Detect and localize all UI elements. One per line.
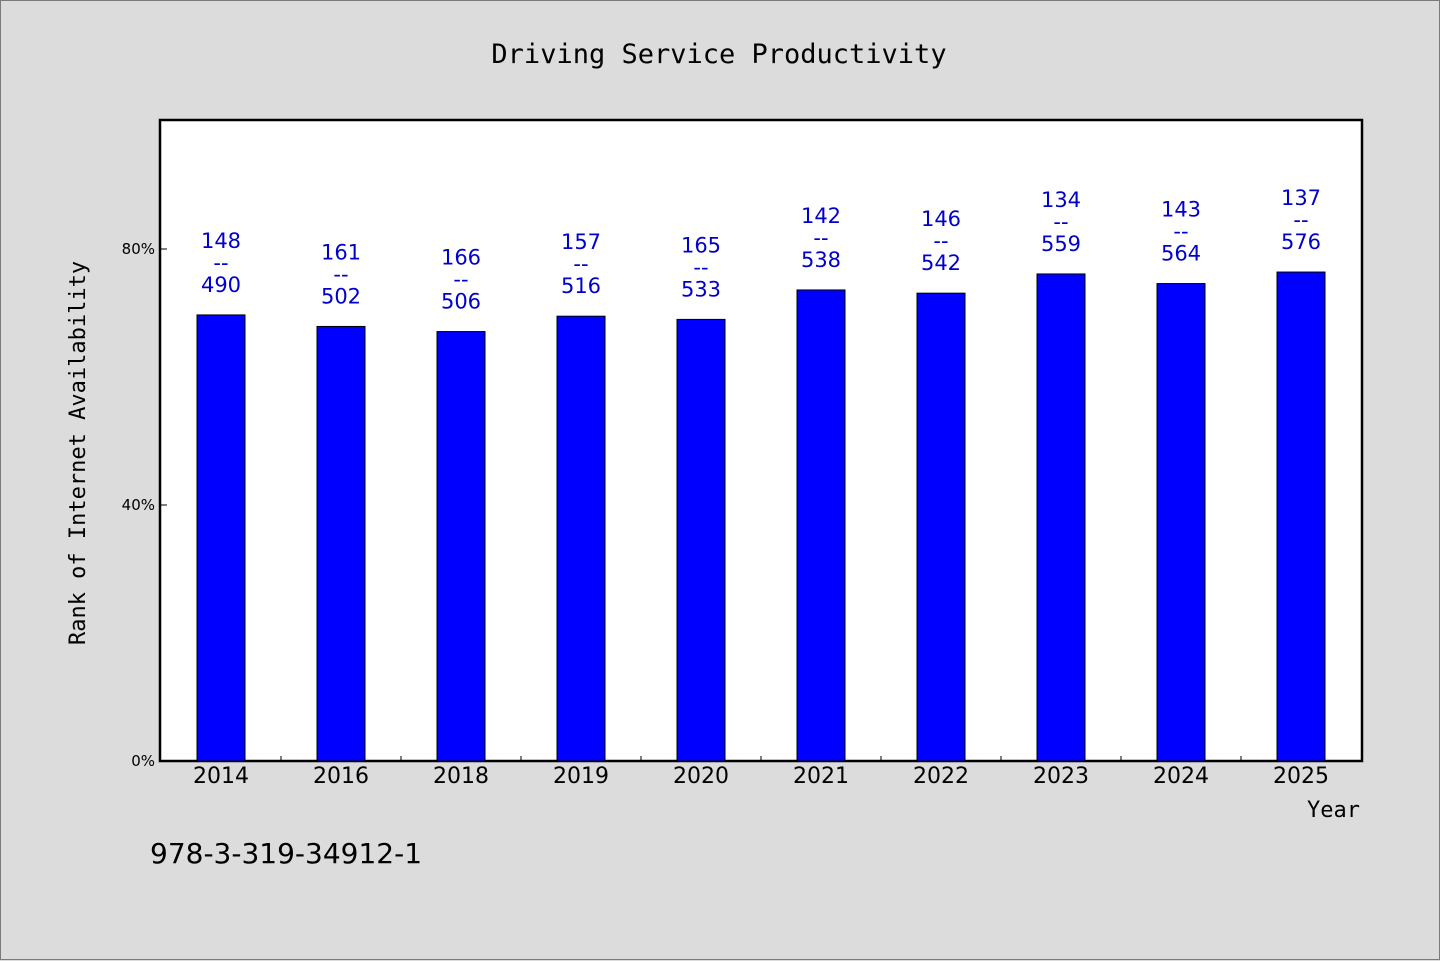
bar-2024 [1156,283,1206,762]
data-label-2018-line-3: 506 [441,290,481,314]
x-axis-label: Year [1307,798,1360,823]
data-label-2016-line-2: -- [333,262,348,286]
bar-2022 [916,292,966,762]
data-label-2018-line-2: -- [453,268,468,292]
bar-2025 [1276,271,1326,762]
x-tick-label-2025: 2025 [1273,764,1329,789]
x-axis-ticks: 2014 2016 2018 2019 2020 2021 2022 2023 2024 2025 [193,756,1329,789]
bar-2014 [196,314,246,762]
data-label-2018-line-1: 166 [441,246,481,270]
data-label-2019-line-2: -- [573,252,588,276]
bars-group [196,271,1326,762]
bar-2019 [556,315,606,762]
data-label-2022-line-2: -- [933,229,948,253]
data-label-2025-line-1: 137 [1281,186,1321,210]
bar-2023 [1036,273,1086,762]
bar-2021 [796,289,846,762]
chart-title: Driving Service Productivity [491,39,946,70]
data-label-2023-line-3: 559 [1041,232,1081,256]
y-axis-ticks: 0% 40% 80% [122,240,167,770]
x-tick-label-2024: 2024 [1153,764,1209,789]
data-label-2016-line-1: 161 [321,240,361,264]
y-tick-label-80: 80% [122,240,155,258]
data-label-2025-line-3: 576 [1281,230,1321,254]
data-label-2016-line-3: 502 [321,284,361,308]
data-label-2021-line-3: 538 [801,248,841,272]
data-label-2023-line-2: -- [1053,210,1068,234]
data-label-2014-line-3: 490 [201,273,241,297]
data-label-2014-line-1: 148 [201,229,241,253]
data-label-2019-line-1: 157 [561,230,601,254]
data-label-2020-line-3: 533 [681,277,721,301]
footer-isbn: 978-3-319-34912-1 [150,837,422,870]
x-tick-label-2021: 2021 [793,764,849,789]
data-label-2024-line-1: 143 [1161,198,1201,222]
x-tick-label-2023: 2023 [1033,764,1089,789]
y-tick-label-0: 0% [131,752,155,770]
bar-2016 [316,325,366,762]
y-axis-label: Rank of Internet Availability [66,261,91,645]
x-tick-label-2014: 2014 [193,764,249,789]
y-tick-label-40: 40% [122,496,155,514]
data-label-2014-line-2: -- [213,251,228,275]
data-labels-group: 148--490161--502166--506157--516165--533… [201,186,1321,314]
x-tick-label-2016: 2016 [313,764,369,789]
x-tick-label-2022: 2022 [913,764,969,789]
data-label-2024-line-2: -- [1173,220,1188,244]
data-label-2024-line-3: 564 [1161,242,1201,266]
data-label-2021-line-1: 142 [801,204,841,228]
data-label-2022-line-1: 146 [921,207,961,231]
x-tick-label-2019: 2019 [553,764,609,789]
data-label-2021-line-2: -- [813,226,828,250]
data-label-2019-line-3: 516 [561,274,601,298]
data-label-2020-line-2: -- [693,255,708,279]
data-label-2025-line-2: -- [1293,208,1308,232]
data-label-2023-line-1: 134 [1041,188,1081,212]
data-label-2022-line-3: 542 [921,251,961,275]
x-tick-label-2018: 2018 [433,764,489,789]
bar-2018 [436,331,486,762]
x-tick-label-2020: 2020 [673,764,729,789]
data-label-2020-line-1: 165 [681,233,721,257]
bar-2020 [676,318,726,762]
